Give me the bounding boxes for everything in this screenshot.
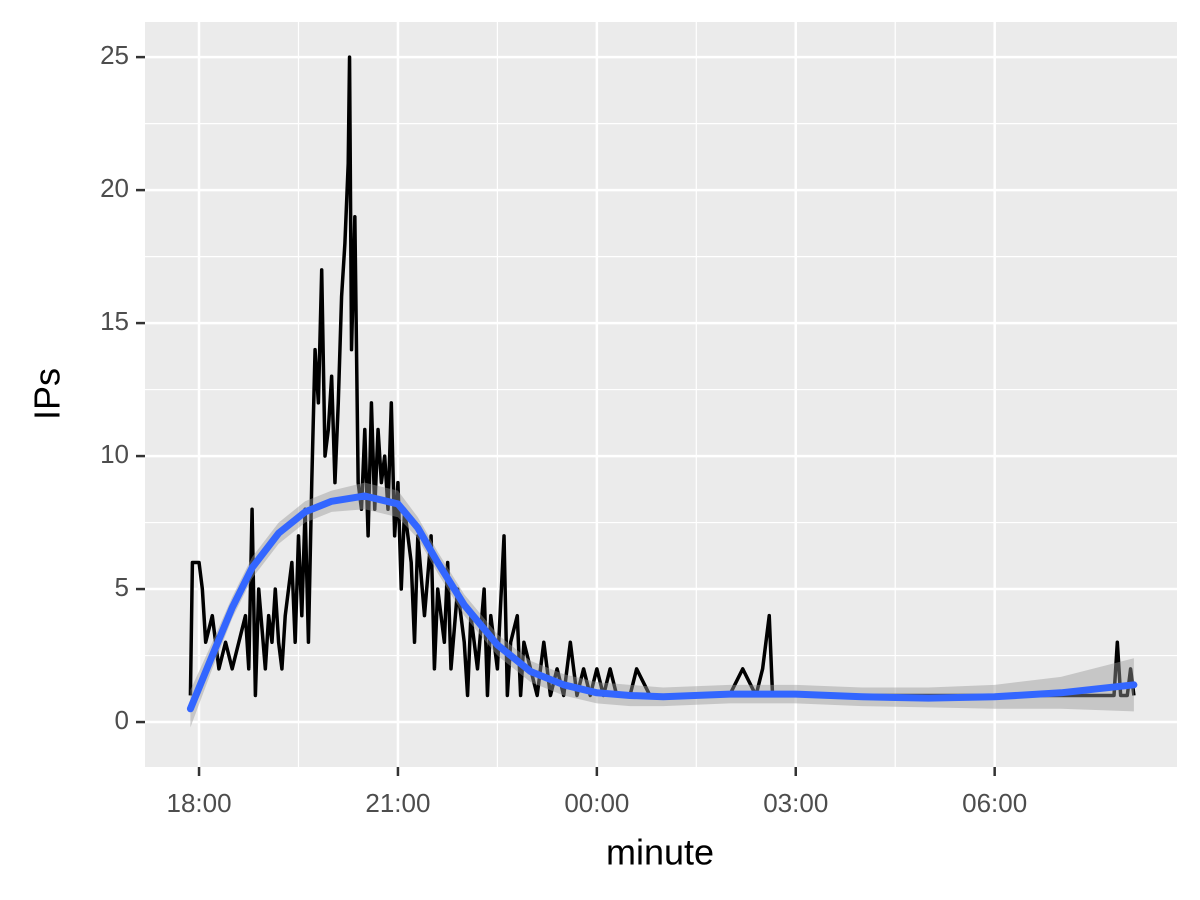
smooth-line — [186, 492, 1138, 713]
x-tick-label: 03:00 — [763, 788, 828, 818]
x-axis-title: minute — [606, 832, 714, 873]
y-tick-label: 5 — [115, 572, 129, 602]
y-tick-label: 15 — [100, 306, 129, 336]
x-tick-label: 18:00 — [166, 788, 231, 818]
y-tick-label: 25 — [100, 40, 129, 70]
y-tick-label: 10 — [100, 439, 129, 469]
x-tick-label: 06:00 — [962, 788, 1027, 818]
y-tick-label: 20 — [100, 173, 129, 203]
x-tick-label: 00:00 — [564, 788, 629, 818]
x-tick-label: 21:00 — [365, 788, 430, 818]
y-tick-label: 0 — [115, 705, 129, 735]
y-axis-title: IPs — [27, 368, 68, 420]
